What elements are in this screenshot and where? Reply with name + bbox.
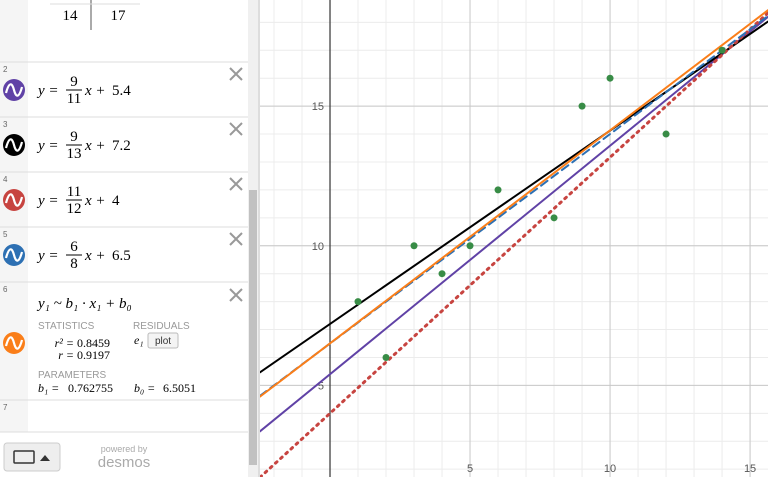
expression-lhs: y = (36, 248, 59, 264)
y-tick-label: 15 (312, 101, 324, 113)
table-cell: 14 (63, 8, 79, 24)
icon-wave (4, 193, 24, 207)
expression-lhs: y = (36, 193, 59, 209)
row-number: 5 (3, 230, 8, 239)
y-tick-label: 5 (318, 380, 324, 392)
data-point (662, 130, 670, 138)
expression-lhs: y = (36, 83, 59, 99)
delete-button[interactable] (229, 67, 243, 81)
data-point (550, 214, 558, 222)
data-point (438, 270, 446, 278)
expression-lhs: y = (36, 138, 59, 154)
graph-line (260, 15, 768, 433)
statistics-heading: STATISTICS (38, 321, 95, 332)
expression-intercept: 7.2 (112, 138, 131, 154)
data-point (606, 74, 614, 82)
numerator: 11 (67, 184, 81, 200)
denominator: 13 (67, 146, 82, 162)
table-cell: 17 (111, 8, 127, 24)
residual-variable: e₁ (134, 333, 144, 347)
denominator: 8 (70, 256, 78, 272)
keyboard-icon (13, 450, 35, 464)
numerator: 6 (70, 239, 78, 255)
scrollbar-thumb[interactable] (249, 190, 257, 465)
number-gutter (0, 0, 28, 432)
data-point (382, 353, 390, 361)
r-squared-value: 0.8459 (77, 336, 110, 350)
b0-value: 6.5051 (163, 381, 196, 395)
icon-wave (4, 248, 24, 262)
delete-button[interactable] (229, 177, 243, 191)
plot-button[interactable] (147, 332, 179, 349)
b1-label: b₁ = (38, 381, 59, 395)
parameters-heading: PARAMETERS (38, 370, 106, 381)
expression-mid: x + (84, 138, 106, 154)
icon-wave (4, 83, 24, 97)
expression-mid: x + (84, 193, 106, 209)
icon-wave (4, 138, 24, 152)
panel-background (0, 0, 259, 477)
keyboard-arrow (40, 455, 50, 461)
brand: desmos (98, 454, 151, 471)
numerator: 9 (70, 74, 78, 90)
powered-by: powered by (101, 444, 148, 454)
data-point (466, 242, 474, 250)
r-value: 0.9197 (77, 348, 110, 362)
x-tick-label: 15 (744, 463, 756, 475)
numerator: 9 (70, 129, 78, 145)
b0-label: b₀ = (134, 381, 155, 395)
r-label: r = (58, 348, 74, 362)
expression-intercept: 4 (112, 193, 120, 209)
plot-button-label[interactable]: plot (155, 336, 171, 347)
graph-line (260, 9, 768, 398)
keyboard-button[interactable] (3, 442, 61, 472)
y-tick-label: 10 (312, 241, 324, 253)
x-tick-label: 10 (604, 463, 616, 475)
data-point (494, 186, 502, 194)
delete-button[interactable] (229, 122, 243, 136)
row-number: 7 (3, 403, 8, 412)
expression-mid: x + (84, 83, 106, 99)
denominator: 11 (67, 91, 81, 107)
delete-button[interactable] (229, 288, 243, 302)
row-number: 4 (3, 175, 8, 184)
graph-line (260, 11, 768, 477)
graph-background (260, 0, 768, 477)
expression-intercept: 5.4 (112, 83, 131, 99)
data-point (410, 242, 418, 250)
r-squared-label: r² = (55, 336, 74, 350)
row-number: 3 (3, 120, 8, 129)
data-point (718, 46, 726, 54)
row-number: 2 (3, 65, 8, 74)
residuals-heading: RESIDUALS (133, 321, 190, 332)
expression-intercept: 6.5 (112, 248, 131, 264)
x-tick-label: 5 (467, 463, 473, 475)
denominator: 12 (67, 201, 82, 217)
delete-button[interactable] (229, 232, 243, 246)
icon-wave (4, 336, 24, 350)
expression-mid: x + (84, 248, 106, 264)
b1-value: 0.762755 (68, 381, 113, 395)
data-point (578, 102, 586, 110)
row-number: 6 (3, 285, 8, 294)
data-point (354, 298, 362, 306)
regression-formula: y₁ ~ b₁ · x₁ + b₀ (36, 296, 132, 312)
graph-area: 5 10 15 5 10 15 (260, 0, 768, 477)
